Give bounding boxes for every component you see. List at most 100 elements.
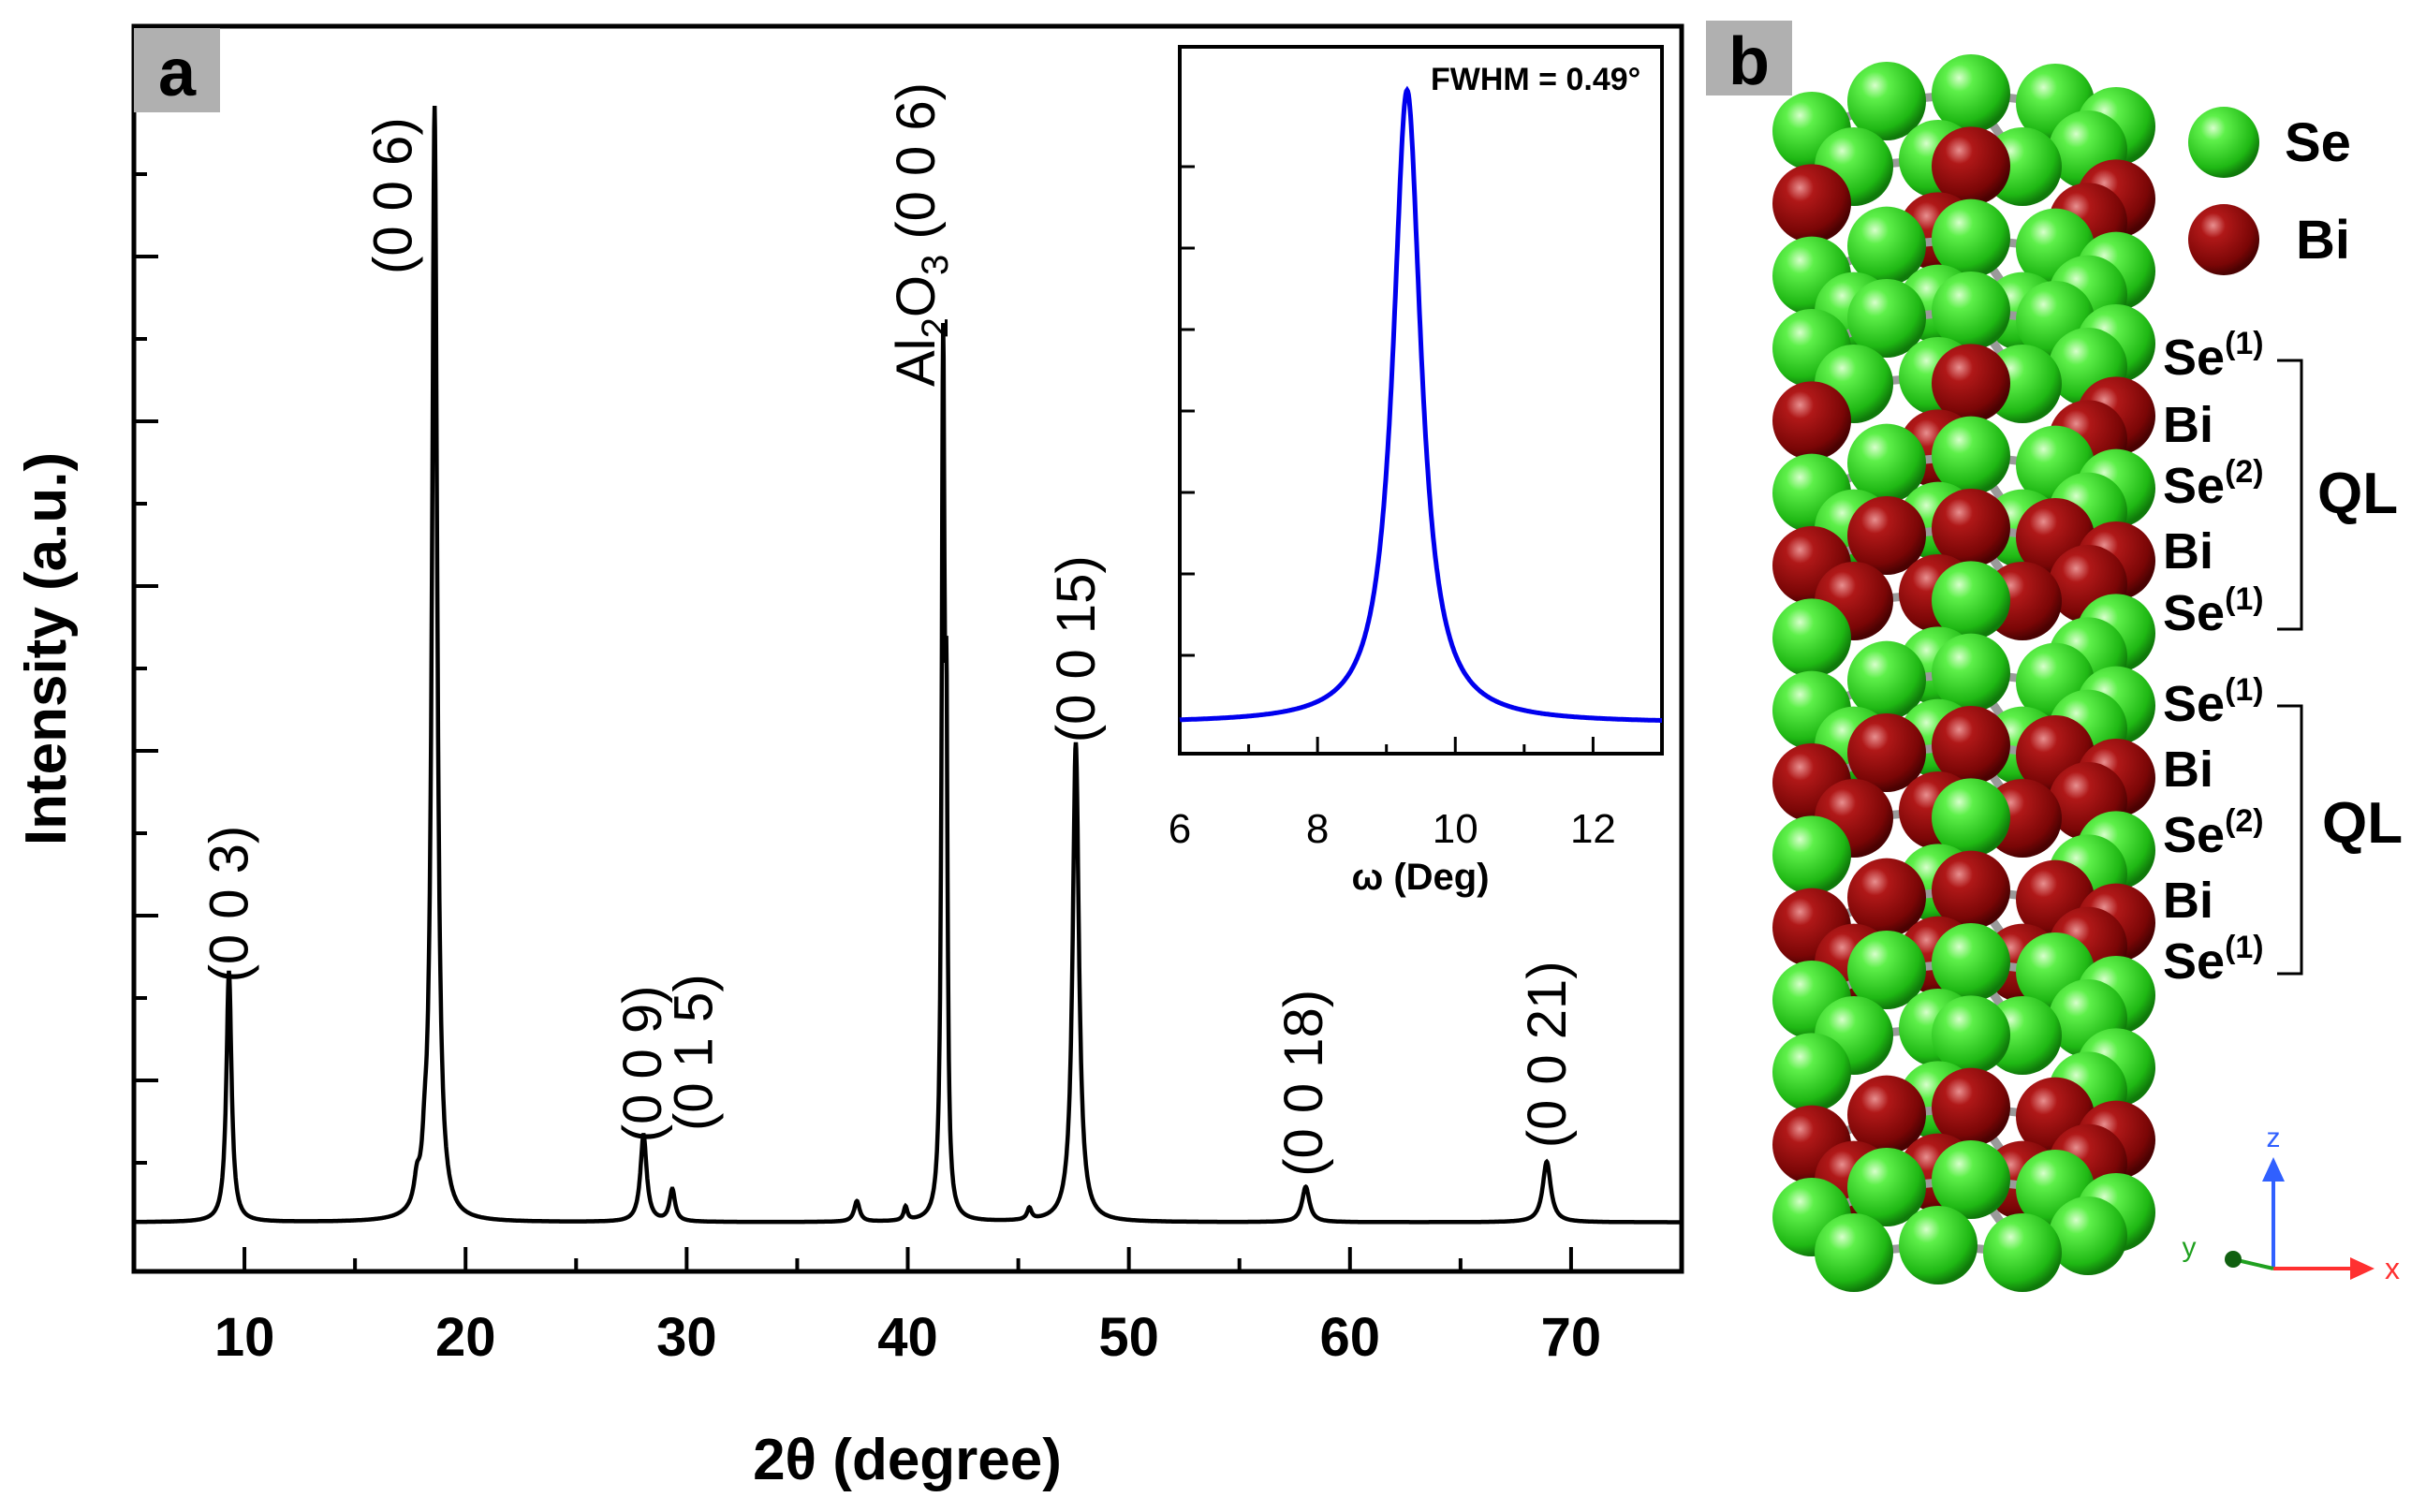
x-tick-label: 40 — [877, 1307, 938, 1368]
bi-atom — [1847, 496, 1926, 575]
se-atom — [1932, 778, 2010, 858]
x-arrow-head-icon — [2350, 1257, 2375, 1280]
y-axis-title: Intensity (a.u.) — [14, 452, 79, 845]
inset-x-tick-label: 10 — [1433, 806, 1478, 852]
peak-label: (0 0 3) — [199, 826, 260, 983]
layer-label: Bi — [2163, 873, 2213, 929]
panel-b-label-box — [1706, 21, 1792, 95]
peak-label: (0 0 21) — [1517, 961, 1578, 1148]
se-atom — [1932, 416, 2010, 495]
x-tick-label: 50 — [1098, 1307, 1159, 1368]
inset-x-axis-title: ω (Deg) — [1351, 857, 1489, 898]
panel-b-label: b — [1728, 24, 1770, 99]
se-atom — [1772, 598, 1851, 678]
peak-label: (0 1 5) — [663, 974, 724, 1131]
se-atom — [1847, 640, 1926, 720]
se-atom — [1932, 54, 2010, 133]
ql-label-1: QL — [2317, 462, 2398, 526]
se-atom — [1847, 62, 1926, 140]
se-atom — [1815, 1213, 1893, 1292]
layer-label: Se(1) — [2163, 672, 2264, 732]
se-atom — [1772, 815, 1851, 895]
x-tick-label: 30 — [656, 1307, 717, 1368]
se-atom — [1932, 995, 2010, 1075]
layer-label: Bi — [2163, 741, 2213, 798]
z-arrow-head-icon — [2262, 1157, 2285, 1182]
ql-bracket-1 — [2277, 359, 2303, 631]
panel-a-label: a — [158, 36, 197, 110]
legend-se-label: Se — [2285, 112, 2351, 173]
layer-label: Bi — [2163, 523, 2213, 580]
x-tick-label: 10 — [214, 1307, 275, 1368]
peak-label: (0 0 9) — [612, 986, 673, 1143]
se-atom — [1932, 198, 2010, 278]
bi-atom — [1932, 126, 2010, 206]
bi-atom — [1847, 1075, 1926, 1154]
se-atom — [1772, 1033, 1851, 1112]
x-axis-ticks: 10 20 30 40 50 60 70 — [132, 1247, 1683, 1368]
se-atom — [1932, 923, 2010, 1002]
inset-y-ticks — [1180, 165, 1195, 657]
se-atom — [1932, 1140, 2010, 1219]
se-atom — [1983, 1213, 2062, 1292]
se-atom — [2049, 1196, 2127, 1275]
xrd-series-line — [134, 105, 1682, 1225]
bi-atom — [1932, 706, 2010, 785]
y-axis-ticks — [134, 90, 158, 1165]
orientation-axes: z x y — [2183, 1123, 2401, 1285]
bi-atom — [1847, 713, 1926, 792]
bi-atom — [1932, 489, 2010, 567]
ql-group-2: Se(1) Bi Se(2) Bi Se(1) QL — [2163, 672, 2403, 990]
ql-group-1: Se(1) Bi Se(2) Bi Se(1) QL — [2163, 326, 2398, 641]
rocking-curve-line — [1179, 85, 1662, 723]
layer-label: Se(1) — [2163, 326, 2264, 386]
bi-atom — [1847, 858, 1926, 937]
inset-frame — [1178, 45, 1664, 756]
se-atom — [1847, 1148, 1926, 1226]
legend-se-swatch — [2188, 107, 2259, 178]
bi-atom — [1772, 164, 1851, 243]
se-atom — [1847, 423, 1926, 503]
panel-b: b Se Bi Se(1) Bi Se(2) Bi Se(1) QL Se(1)… — [1706, 21, 2403, 1292]
x-tick-label: 20 — [435, 1307, 496, 1368]
y-axis-label: y — [2183, 1232, 2197, 1263]
bi-atom — [1932, 1067, 2010, 1147]
x-tick-label: 60 — [1320, 1307, 1381, 1368]
x-tick-label: 70 — [1541, 1307, 1602, 1368]
layer-label: Se(2) — [2163, 803, 2264, 863]
ql-label-2: QL — [2322, 791, 2403, 856]
layer-label: Bi — [2163, 397, 2213, 453]
z-axis-label: z — [2267, 1123, 2281, 1153]
peak-label: (0 0 18) — [1273, 990, 1334, 1177]
inset-x-tick-label: 8 — [1306, 806, 1329, 852]
substrate-peak-label: Al2O3 (0 0 6) — [886, 82, 956, 387]
peak-label: (0 0 15) — [1046, 555, 1107, 742]
peak-annotations: (0 0 3) (0 0 6) (0 0 9)(0 1 5) (0 0 15) (0 0… — [199, 117, 1578, 1176]
panel-a-label-box — [134, 28, 220, 112]
layer-label: Se(1) — [2163, 581, 2264, 641]
legend: Se Bi — [2188, 107, 2351, 275]
bi-atom — [1932, 344, 2010, 423]
se-atom — [1847, 279, 1926, 358]
se-atom — [1932, 633, 2010, 712]
peak-label: (0 0 6) — [362, 117, 423, 274]
x-axis-label: x — [2385, 1252, 2400, 1285]
inset-x-tick-label: 6 — [1169, 806, 1191, 852]
y-arrow-head-icon — [2225, 1251, 2242, 1268]
se-atom — [1847, 931, 1926, 1009]
fwhm-annotation: FWHM = 0.49° — [1431, 62, 1640, 97]
layer-label: Se(1) — [2163, 930, 2264, 990]
legend-bi-swatch — [2188, 204, 2259, 275]
inset-x-tick-label: 12 — [1570, 806, 1616, 852]
crystal-structure — [1772, 54, 2155, 1292]
se-atom — [1847, 206, 1926, 286]
se-atom — [1899, 1206, 1978, 1284]
legend-bi-label: Bi — [2296, 210, 2350, 271]
inset-rocking-curve: 6 8 10 12 FWHM = 0.49° ω (Deg) — [1169, 45, 1664, 898]
bi-atom — [1772, 381, 1851, 461]
layer-label: Se(2) — [2163, 454, 2264, 514]
se-atom — [1932, 561, 2010, 640]
x-axis-title: 2θ (degree) — [753, 1428, 1062, 1492]
panel-a: 10 20 30 40 50 60 70 (0 0 3) (0 0 6) (0 0 9)(0 1… — [14, 23, 1684, 1492]
